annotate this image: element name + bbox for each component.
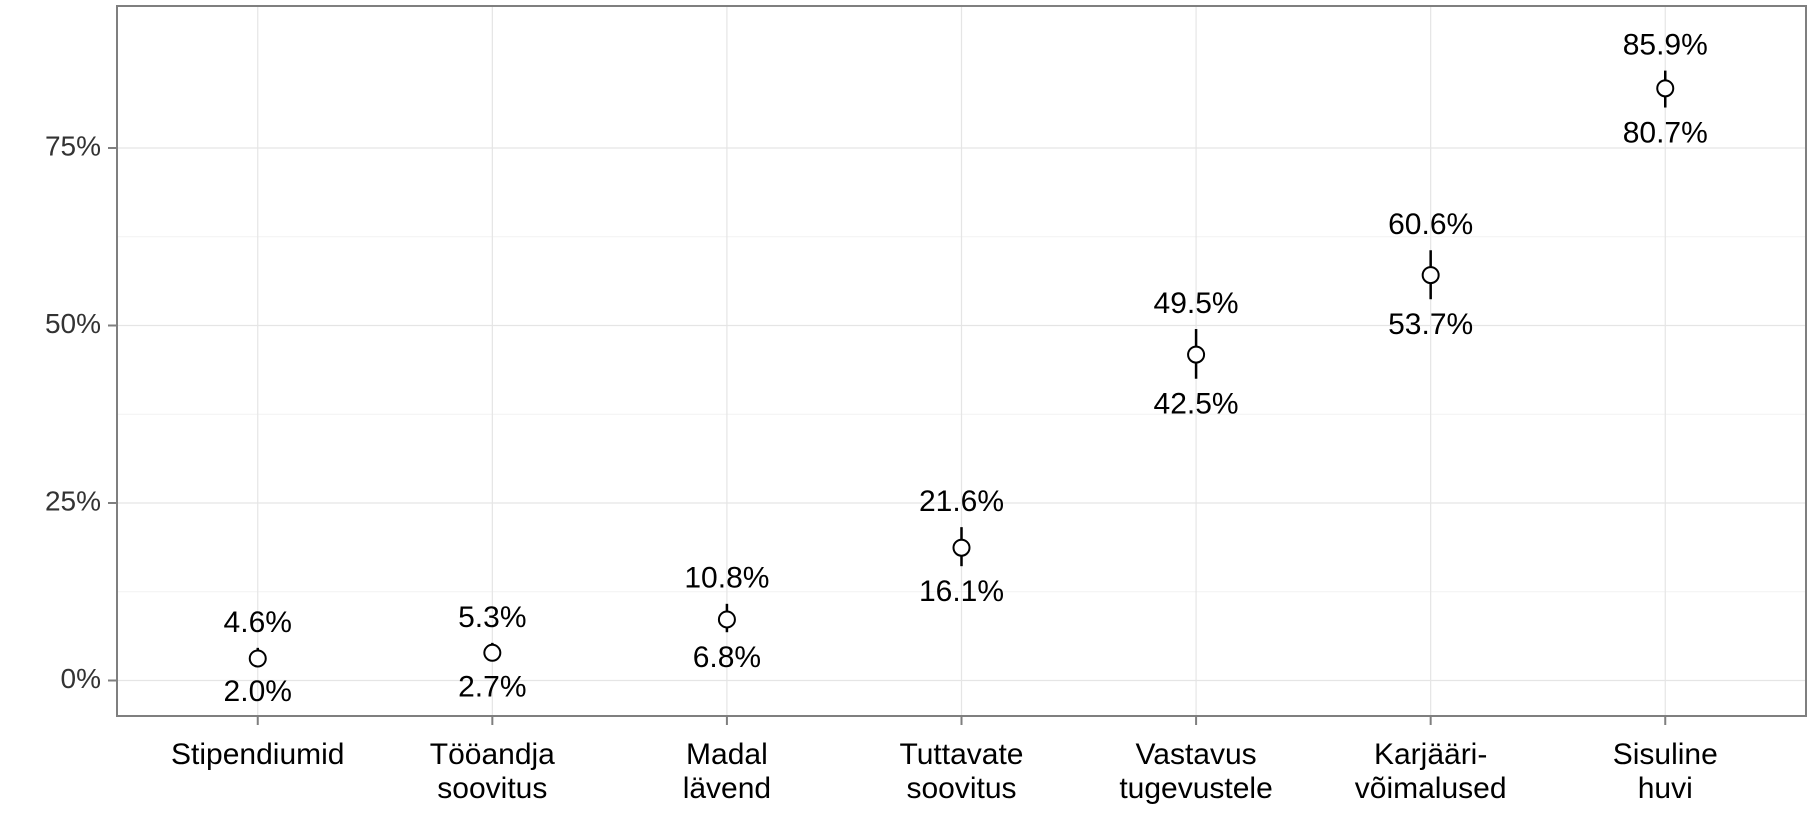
- lower-label: 2.7%: [458, 670, 526, 703]
- y-tick-label: 50%: [45, 308, 101, 339]
- point: [1187, 345, 1206, 364]
- x-tick-label: Tööandja soovitus: [429, 738, 555, 805]
- lower-label: 80.7%: [1623, 116, 1708, 149]
- point: [248, 649, 267, 668]
- x-tick-label: Karjääri- võimalused: [1354, 738, 1507, 805]
- y-tick-label: 0%: [61, 663, 101, 694]
- upper-label: 21.6%: [919, 485, 1004, 518]
- point: [717, 610, 736, 629]
- lower-label: 16.1%: [919, 575, 1004, 608]
- point: [952, 538, 971, 557]
- point: [1656, 79, 1675, 98]
- upper-label: 4.6%: [224, 606, 292, 639]
- lower-label: 6.8%: [693, 641, 761, 674]
- y-tick-label: 25%: [45, 485, 101, 516]
- x-tick-label: Madal lävend: [682, 738, 772, 805]
- upper-label: 10.8%: [684, 562, 769, 595]
- upper-label: 60.6%: [1388, 208, 1473, 241]
- upper-label: 5.3%: [458, 601, 526, 634]
- upper-label: 85.9%: [1623, 29, 1708, 62]
- y-tick-label: 75%: [45, 130, 101, 161]
- x-tick-label: Sisuline huvi: [1612, 738, 1718, 805]
- lower-label: 53.7%: [1388, 308, 1473, 341]
- upper-label: 49.5%: [1154, 287, 1239, 320]
- lower-label: 42.5%: [1154, 388, 1239, 421]
- x-tick-label: Stipendiumid: [171, 738, 345, 771]
- x-tick-label: Vastavus tugevustele: [1119, 738, 1273, 805]
- lower-label: 2.0%: [224, 675, 292, 708]
- x-tick-label: Tuttavate soovitus: [899, 738, 1024, 805]
- point: [483, 643, 502, 662]
- point: [1421, 266, 1440, 285]
